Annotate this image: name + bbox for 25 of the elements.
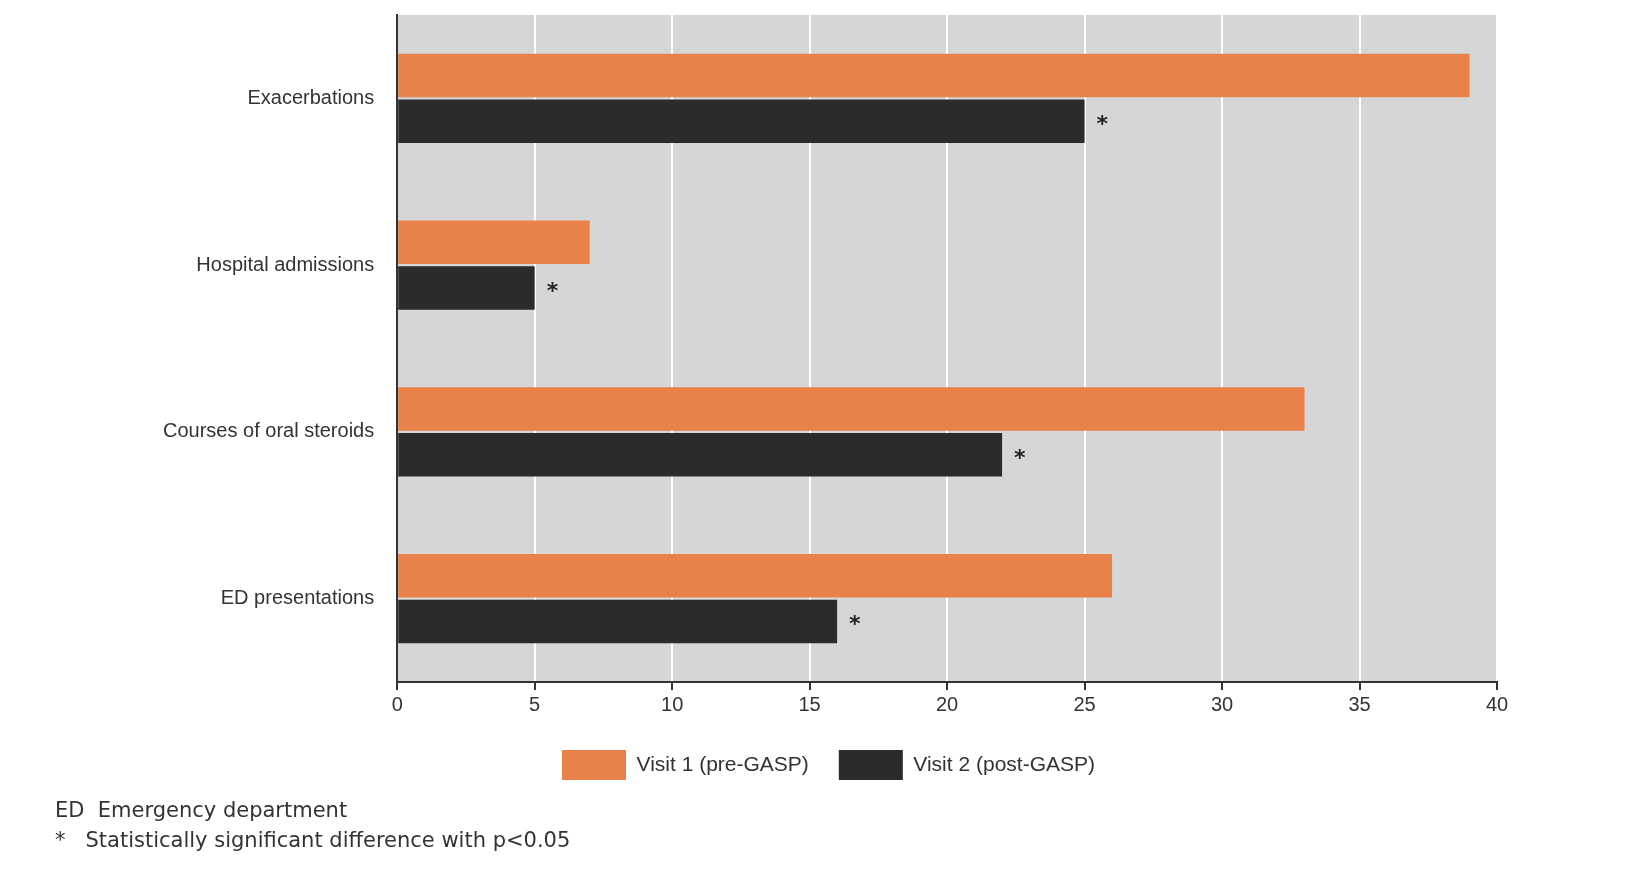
annotation: *: [546, 277, 559, 303]
x-tick-label: 10: [661, 692, 684, 715]
x-tick-label: 35: [1348, 692, 1371, 715]
bar: [398, 387, 1305, 431]
x-tick-label: 15: [798, 692, 821, 715]
x-tick-label: 30: [1210, 692, 1234, 715]
y-tick-label: Hospital admissions: [196, 252, 375, 275]
annotation: *: [1096, 111, 1109, 137]
annotation: *: [849, 611, 862, 637]
legend-label: Visit 2 (post-GASP): [913, 751, 1095, 775]
x-tick-label: 0: [391, 692, 403, 715]
text: * Statistically significant difference with p<0.05: [55, 827, 571, 854]
bar: [398, 553, 1113, 598]
x-tick-label: 40: [1485, 692, 1509, 715]
y-tick-label: Courses of oral steroids: [163, 419, 375, 442]
annotation: *: [1014, 444, 1027, 470]
x-tick-label: 20: [935, 692, 959, 715]
x-tick-label: 5: [529, 692, 541, 715]
y-tick-label: ED presentations: [220, 586, 375, 609]
y-tick-label: Exacerbations: [247, 85, 375, 108]
legend-label: Visit 1 (pre-GASP): [636, 751, 809, 775]
x-tick-label: 25: [1073, 692, 1096, 715]
bar: [398, 220, 590, 264]
bar: [398, 53, 1470, 98]
text: ED Emergency department: [55, 797, 349, 824]
